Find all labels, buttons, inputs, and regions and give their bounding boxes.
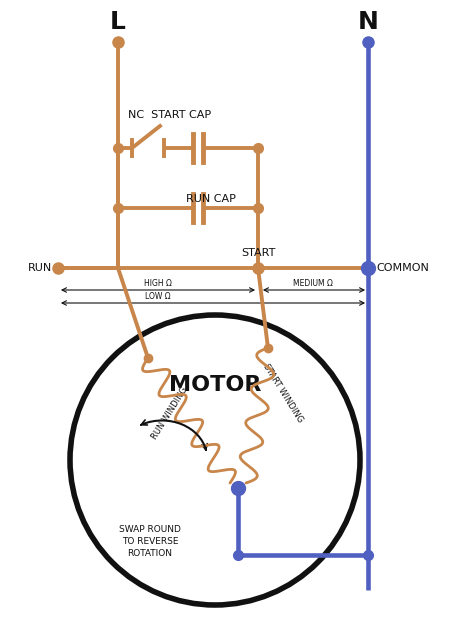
Text: START WINDING: START WINDING: [261, 362, 305, 424]
Text: HIGH Ω: HIGH Ω: [144, 279, 172, 288]
Text: RUN WINDING: RUN WINDING: [150, 385, 190, 441]
Text: MOTOR: MOTOR: [169, 375, 261, 395]
Text: L: L: [110, 10, 126, 34]
Text: START: START: [241, 248, 275, 258]
Text: RUN CAP: RUN CAP: [186, 194, 236, 204]
Text: RUN: RUN: [28, 263, 52, 273]
Text: COMMON: COMMON: [376, 263, 429, 273]
Text: N: N: [357, 10, 378, 34]
Text: NC  START CAP: NC START CAP: [128, 110, 211, 120]
Text: LOW Ω: LOW Ω: [145, 292, 171, 301]
Text: MEDIUM Ω: MEDIUM Ω: [293, 279, 333, 288]
Text: SWAP ROUND
TO REVERSE
ROTATION: SWAP ROUND TO REVERSE ROTATION: [119, 525, 181, 558]
